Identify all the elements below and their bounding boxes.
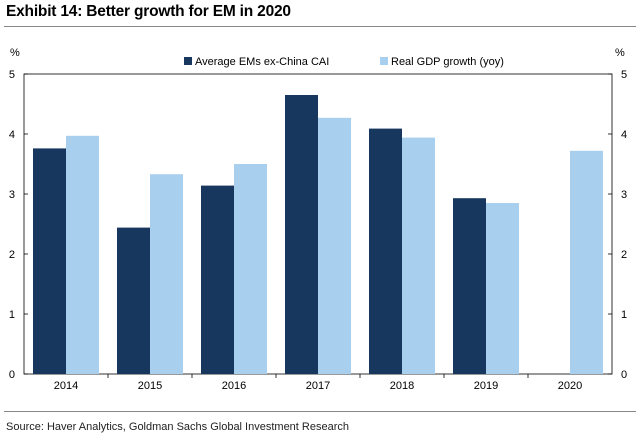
x-tick-label-2020: 2020 <box>558 380 582 392</box>
bar-gdp-2019 <box>486 203 519 374</box>
right-tick-label: 3 <box>621 189 627 201</box>
bar-gdp-2014 <box>66 135 99 374</box>
bar-gdp-2020 <box>570 150 603 374</box>
x-tick-label-2014: 2014 <box>54 380 78 392</box>
bar-cai-2018 <box>369 128 402 374</box>
right-tick-label: 5 <box>621 69 627 81</box>
left-tick-label: 5 <box>9 69 15 81</box>
x-tick-label-2019: 2019 <box>474 380 498 392</box>
left-tick-label: 1 <box>9 309 15 321</box>
legend-swatch-gdp <box>380 57 388 65</box>
x-tick-label-2015: 2015 <box>138 380 162 392</box>
source-divider <box>4 411 636 412</box>
source-note: Source: Haver Analytics, Goldman Sachs G… <box>6 421 349 433</box>
bar-gdp-2016 <box>234 164 267 374</box>
legend-label-cai: Average EMs ex-China CAI <box>195 56 329 68</box>
bar-cai-2019 <box>453 198 486 374</box>
bar-cai-2016 <box>201 185 234 374</box>
chart-title: Exhibit 14: Better growth for EM in 2020 <box>6 3 291 20</box>
right-tick-label: 4 <box>621 129 627 141</box>
bar-cai-2015 <box>117 227 150 374</box>
x-tick-label-2017: 2017 <box>306 380 330 392</box>
x-tick-label-2016: 2016 <box>222 380 246 392</box>
legend-swatch-cai <box>184 57 192 65</box>
x-axis: 2014 2015 2016 2017 2018 2019 2020 <box>54 374 582 392</box>
bar-cai-2014 <box>33 148 66 374</box>
legend-label-gdp: Real GDP growth (yoy) <box>391 56 504 68</box>
left-tick-label: 2 <box>9 249 15 261</box>
left-tick-label: 0 <box>9 369 15 381</box>
title-divider <box>4 26 636 27</box>
bar-gdp-2015 <box>150 174 183 374</box>
right-tick-label: 2 <box>621 249 627 261</box>
right-y-axis: 0 1 2 3 4 5% <box>608 47 627 381</box>
right-tick-label: 1 <box>621 309 627 321</box>
left-tick-label: 4 <box>9 129 15 141</box>
bars-group <box>33 95 603 375</box>
left-axis-unit: % <box>10 47 20 59</box>
legend: Average EMs ex-China CAI Real GDP growth … <box>184 56 504 68</box>
bar-gdp-2017 <box>318 117 351 375</box>
right-tick-label: 0 <box>621 369 627 381</box>
bar-gdp-2018 <box>402 137 435 374</box>
left-tick-label: 3 <box>9 189 15 201</box>
bar-cai-2017 <box>285 95 318 374</box>
left-y-axis: 0 1 2 3 4 5% <box>9 47 28 381</box>
right-axis-unit: % <box>615 47 625 59</box>
x-tick-label-2018: 2018 <box>390 380 414 392</box>
